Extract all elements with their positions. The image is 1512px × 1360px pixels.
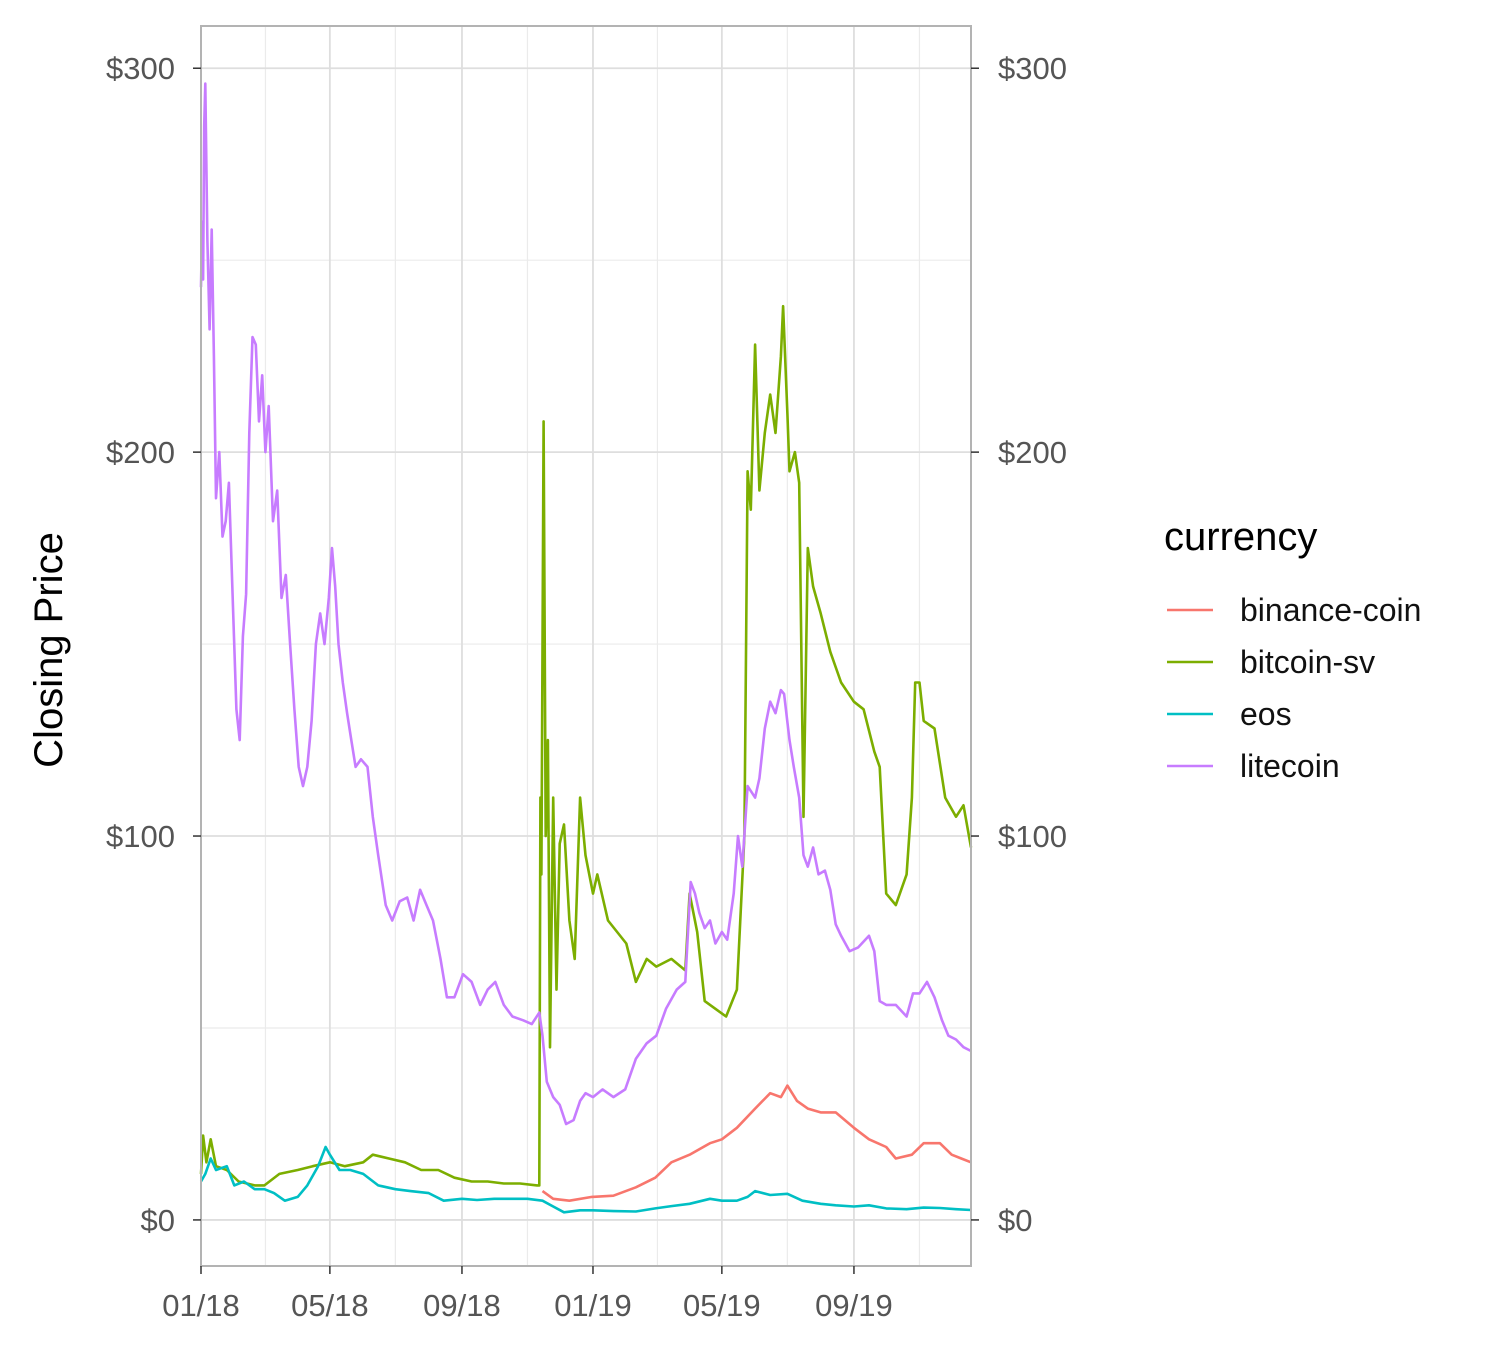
x-tick-label: 05/19 <box>683 1288 761 1323</box>
legend-label-binance-coin: binance-coin <box>1240 592 1421 628</box>
legend-label-bitcoin-sv: bitcoin-sv <box>1240 644 1375 680</box>
axis-layer: $0 $0 $100 $100 $200 $200 $300 $300 01/18 05/18 09… <box>106 51 1067 1323</box>
x-tick-label: 09/19 <box>815 1288 893 1323</box>
x-tick-label: 09/18 <box>423 1288 501 1323</box>
y-tick-label-right: $0 <box>998 1203 1032 1238</box>
legend-title: currency <box>1164 515 1317 559</box>
plot-layer <box>199 82 973 1214</box>
y-tick-label-right: $100 <box>998 819 1067 854</box>
series-line-bitcoin-sv <box>199 304 973 1187</box>
y-tick-label-left: $200 <box>106 435 175 470</box>
y-tick-label-right: $300 <box>998 51 1067 86</box>
legend: currency binance-coin bitcoin-sv eos liteco… <box>1164 515 1421 784</box>
x-tick-label: 05/18 <box>291 1288 369 1323</box>
y-tick-label-left: $0 <box>141 1203 175 1238</box>
panel-border <box>200 25 972 1267</box>
y-tick-label-left: $100 <box>106 819 175 854</box>
series-line-litecoin <box>199 82 972 1126</box>
x-tick-label: 01/19 <box>554 1288 632 1323</box>
legend-label-eos: eos <box>1240 696 1292 732</box>
legend-label-litecoin: litecoin <box>1240 748 1340 784</box>
y-axis-title: Closing Price <box>27 532 71 768</box>
series-line-eos <box>199 1145 972 1214</box>
y-tick-label-right: $200 <box>998 435 1067 470</box>
y-tick-label-left: $300 <box>106 51 175 86</box>
series-line-binance-coin <box>541 1084 972 1202</box>
x-tick-label: 01/18 <box>162 1288 240 1323</box>
